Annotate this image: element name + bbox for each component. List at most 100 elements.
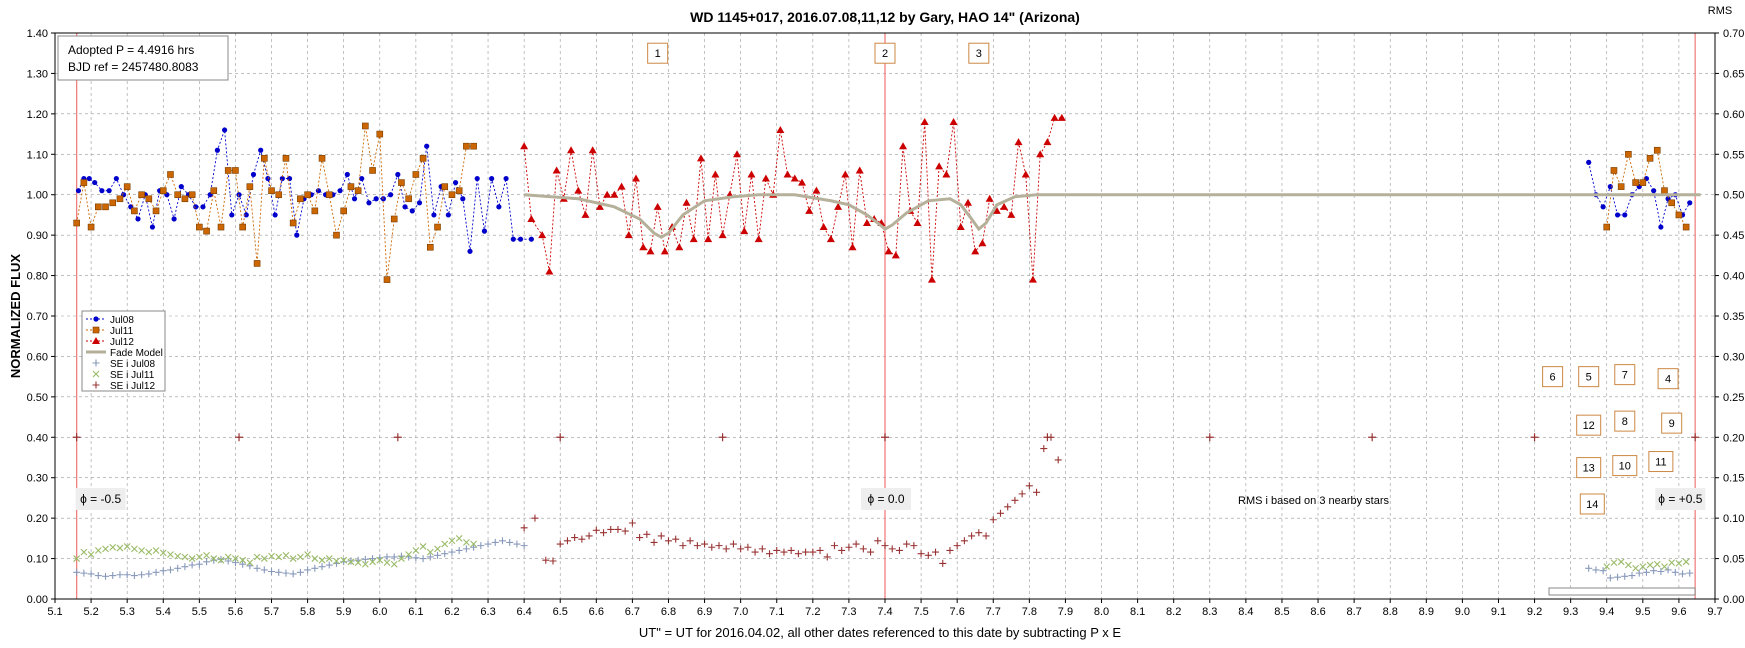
phase-label-bg — [861, 488, 911, 510]
data-point — [304, 566, 312, 574]
chart-title: WD 1145+017, 2016.07.08,11,12 by Gary, H… — [690, 9, 1080, 25]
data-point — [1607, 184, 1613, 190]
data-point — [675, 243, 684, 251]
data-point — [99, 188, 105, 194]
x-tick-label: 8.0 — [1094, 606, 1109, 618]
data-point — [802, 548, 810, 556]
data-point — [588, 146, 597, 154]
legend-label: Fade Model — [110, 348, 163, 359]
x-tick-label: 8.9 — [1419, 606, 1434, 618]
data-point — [174, 564, 182, 572]
data-point — [737, 545, 745, 553]
data-point — [340, 207, 347, 215]
y-tick-label: 0.50 — [27, 392, 48, 404]
y2-tick-label: 0.40 — [1723, 271, 1744, 283]
data-point — [985, 194, 994, 202]
data-point — [210, 556, 218, 564]
data-point — [145, 195, 153, 203]
y-tick-label: 1.20 — [27, 109, 48, 121]
data-point — [344, 171, 350, 178]
y-tick-label: 0.20 — [27, 513, 48, 525]
data-point — [113, 175, 119, 182]
marker-tick — [1368, 433, 1377, 442]
data-point — [510, 236, 516, 242]
y-tick-label: 0.40 — [27, 432, 48, 444]
data-point — [527, 214, 536, 222]
data-point — [520, 524, 528, 532]
series-se-i-jul11 — [73, 534, 1690, 572]
x-tick-label: 8.7 — [1346, 606, 1361, 618]
data-point — [867, 548, 875, 556]
data-point — [924, 551, 932, 559]
data-point — [617, 182, 626, 190]
data-point — [657, 532, 665, 540]
data-point — [102, 572, 110, 580]
x-tick-label: 6.3 — [480, 606, 495, 618]
data-point — [239, 223, 246, 231]
data-point — [823, 553, 831, 561]
data-point — [1025, 482, 1033, 490]
data-point — [787, 546, 795, 554]
data-point — [318, 155, 326, 162]
data-point — [805, 206, 814, 214]
data-point — [874, 537, 882, 545]
data-point — [1021, 170, 1030, 178]
data-point — [405, 551, 413, 558]
data-point — [188, 555, 196, 562]
data-point — [152, 568, 160, 576]
numbered-box-label: 11 — [1655, 457, 1666, 469]
data-point — [960, 537, 968, 545]
x-tick-label: 5.8 — [300, 606, 315, 618]
data-point — [689, 235, 698, 243]
data-point — [932, 548, 940, 556]
data-point — [80, 569, 88, 577]
data-point — [289, 219, 297, 227]
data-point — [452, 179, 459, 186]
data-point — [304, 551, 311, 558]
data-point — [434, 545, 441, 553]
data-point — [1004, 503, 1012, 511]
y-tick-label: 0.90 — [27, 230, 48, 242]
y2-tick-label: 0.60 — [1723, 109, 1744, 121]
data-point — [383, 559, 391, 567]
y2-tick-label: 0.65 — [1723, 68, 1744, 80]
y-tick-label: 1.10 — [27, 149, 48, 161]
data-point — [971, 247, 980, 255]
data-point — [214, 147, 220, 153]
x-tick-label: 7.0 — [733, 606, 748, 618]
x-tick-label: 5.1 — [47, 606, 62, 618]
x-tick-label: 8.5 — [1274, 606, 1289, 618]
data-point — [1585, 564, 1593, 572]
data-point — [1658, 224, 1664, 230]
legend-label: Jul08 — [110, 315, 134, 326]
numbered-box — [647, 42, 669, 64]
numbered-box-label: 5 — [1586, 372, 1592, 384]
data-point — [696, 154, 705, 162]
data-point — [1635, 569, 1643, 577]
data-point — [1040, 445, 1048, 453]
data-point — [1014, 138, 1023, 146]
legend-swatch — [92, 326, 100, 334]
data-point — [383, 553, 391, 561]
data-point — [354, 559, 362, 567]
data-point — [94, 572, 102, 580]
data-point — [258, 147, 264, 153]
data-point — [116, 544, 124, 552]
data-point — [109, 199, 117, 207]
data-point — [686, 537, 694, 545]
data-point — [390, 560, 398, 568]
numbered-box — [968, 42, 990, 64]
data-point — [333, 231, 340, 239]
data-point — [975, 529, 983, 537]
data-point — [574, 186, 583, 194]
data-point — [419, 543, 427, 550]
x-tick-label: 8.4 — [1238, 606, 1253, 618]
data-point — [968, 532, 976, 540]
data-point — [610, 190, 619, 198]
data-point — [75, 188, 82, 194]
data-point — [528, 236, 534, 242]
data-point — [520, 542, 528, 550]
data-point — [664, 537, 672, 545]
numbered-box-label: 10 — [1619, 461, 1631, 473]
